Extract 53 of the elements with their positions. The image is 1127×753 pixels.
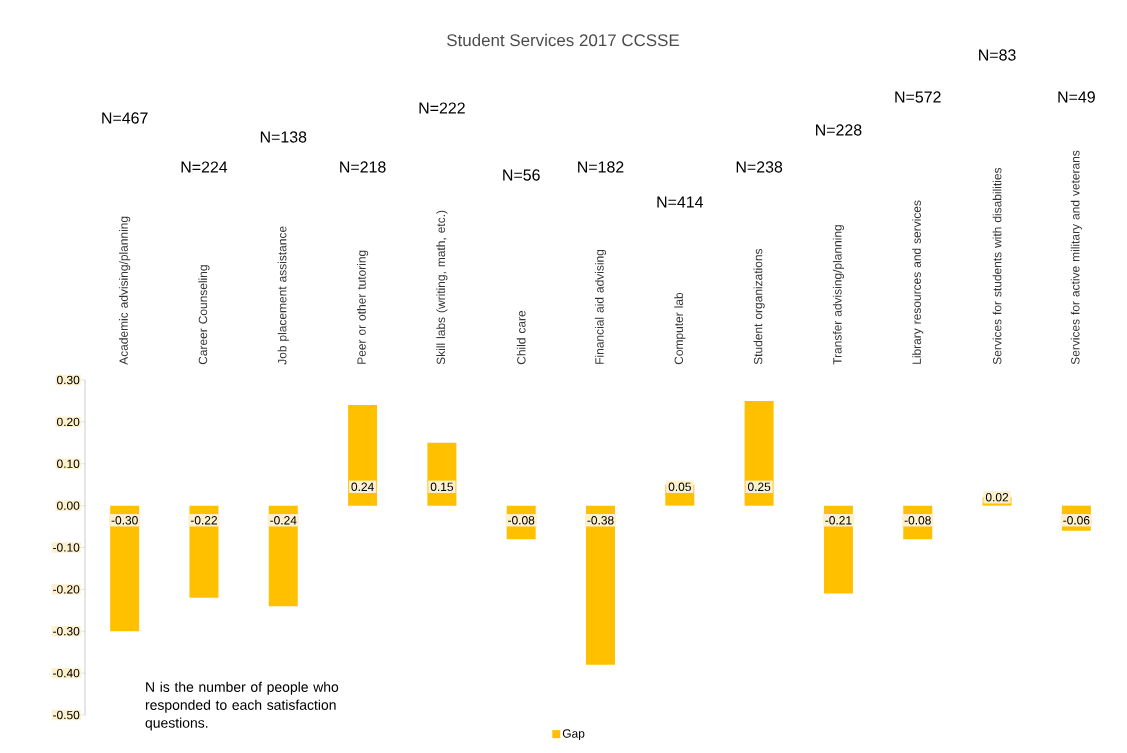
- x-tick-label: Services for students with disabilities: [992, 167, 1002, 365]
- y-tick-label: 0.00: [57, 501, 80, 510]
- chart-title: Student Services 2017 CCSSE: [447, 33, 679, 47]
- text: N=182: [578, 161, 624, 173]
- text: N=228: [816, 124, 862, 136]
- data-label: 0.15: [430, 482, 454, 491]
- y-tick-label: 0.20: [57, 417, 80, 427]
- y-tick-label: -0.50: [53, 710, 80, 720]
- x-tick-label: Child care: [516, 310, 526, 365]
- data-label: -0.06: [1063, 516, 1090, 525]
- text: N=218: [340, 161, 386, 173]
- x-tick-label: Student organizations: [753, 248, 765, 365]
- y-tick-label: -0.30: [53, 627, 80, 636]
- data-label: -0.30: [111, 516, 138, 525]
- bar: [744, 400, 774, 506]
- data-label: 0.02: [985, 493, 1009, 502]
- data-label: -0.08: [508, 516, 535, 525]
- x-tick-label: Peer or other tutoring: [357, 250, 369, 364]
- text: N=83: [979, 49, 1016, 61]
- x-tick-label: Financial aid advising: [594, 249, 607, 364]
- text: N=138: [260, 131, 307, 143]
- y-tick-label: 0.30: [57, 375, 80, 385]
- data-label: 0.24: [351, 482, 374, 491]
- annotation: N is the number of people who responded to each satisfaction questions.: [145, 681, 339, 731]
- y-tick-label: -0.40: [53, 668, 80, 678]
- bar: [586, 505, 616, 665]
- text: N=238: [736, 161, 783, 173]
- y-tick-label: -0.20: [53, 585, 80, 594]
- text: N=572: [895, 91, 941, 103]
- text: N=49: [1058, 91, 1095, 103]
- x-tick-label: Skill labs (writing, math, etc.): [436, 210, 448, 365]
- text: N=467: [102, 112, 148, 124]
- text: N=222: [419, 102, 465, 114]
- x-tick-label: Career Counseling: [198, 265, 210, 365]
- x-tick-label: Academic advising/planning: [119, 216, 131, 365]
- x-tick-label: Library resources and services: [912, 200, 924, 364]
- y-tick-label: -0.10: [53, 543, 80, 552]
- data-label: 0.05: [668, 482, 691, 491]
- x-tick-label: Services for active military and veterans: [1070, 150, 1082, 365]
- x-tick-label: Computer lab: [674, 292, 686, 365]
- text: N=224: [181, 161, 228, 173]
- data-label: -0.38: [587, 516, 614, 525]
- data-label: -0.24: [270, 516, 297, 525]
- data-label: -0.08: [904, 516, 931, 525]
- legend-label: Gap: [562, 729, 585, 741]
- x-tick-label: Transfer advising/planning: [832, 225, 845, 365]
- text: N=56: [503, 169, 540, 181]
- data-label: -0.22: [190, 516, 217, 525]
- text: N=414: [657, 196, 704, 208]
- y-tick-label: 0.10: [57, 459, 80, 468]
- x-tick-label: Job placement assistance: [277, 226, 289, 365]
- data-label: -0.21: [825, 516, 852, 525]
- data-label: 0.25: [747, 482, 771, 491]
